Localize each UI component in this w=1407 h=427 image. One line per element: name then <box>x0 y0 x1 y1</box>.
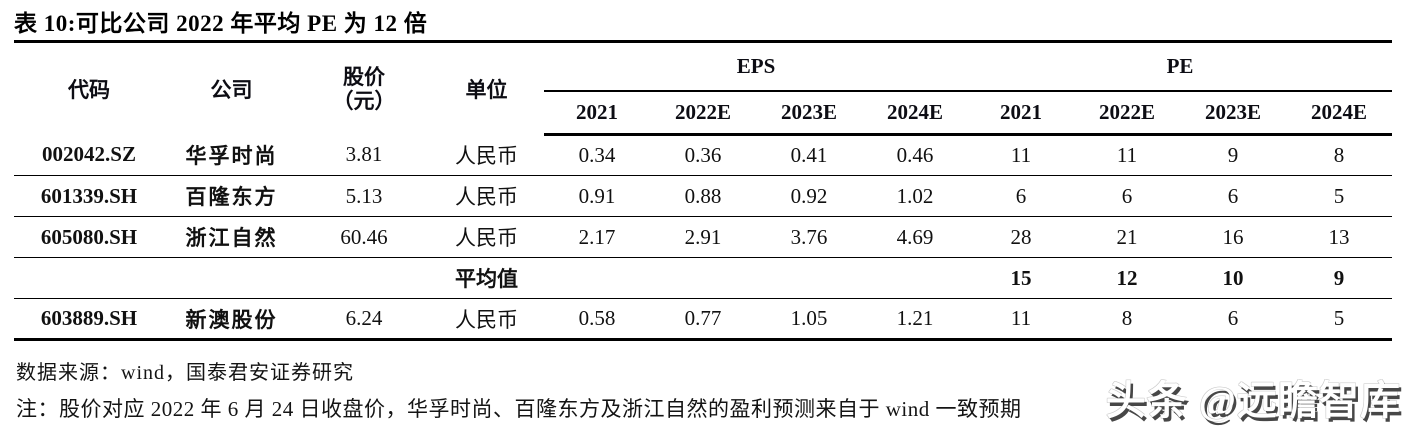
cell-company <box>164 257 299 299</box>
cell-unit: 人民币 <box>429 216 544 258</box>
cell-unit: 人民币 <box>429 298 544 341</box>
cell-pe-2021: 11 <box>968 134 1075 176</box>
cell-pe-2022e: 21 <box>1074 216 1181 258</box>
comparable-companies-table: 代码 公司 股价 （元） 单位 EPS PE 2021 2022E 2023E … <box>14 40 1393 341</box>
cell-code: 603889.SH <box>14 298 164 341</box>
cell-pe-2022e: 8 <box>1074 298 1181 341</box>
cell-pe-2021: 6 <box>968 175 1075 217</box>
col-header-unit: 单位 <box>465 77 508 102</box>
cell-eps-2022e <box>650 257 756 299</box>
pe-year-2023e: 2023E <box>1180 90 1287 136</box>
table-title: 表 10:可比公司 2022 年平均 PE 为 12 倍 <box>14 11 428 36</box>
cell-eps-2022e: 2.91 <box>650 216 756 258</box>
eps-year-2024e: 2024E <box>862 90 969 136</box>
cell-price <box>299 257 429 299</box>
cell-eps-2021: 0.34 <box>544 134 650 176</box>
cell-pe-2023e: 6 <box>1180 175 1287 217</box>
cell-company: 浙江自然 <box>164 216 299 258</box>
cell-pe-2023e: 10 <box>1180 257 1287 299</box>
cell-pe-2023e: 16 <box>1180 216 1287 258</box>
cell-company: 新澳股份 <box>164 298 299 341</box>
eps-year-2021: 2021 <box>544 90 650 136</box>
cell-pe-2024e: 5 <box>1286 298 1393 341</box>
cell-eps-2022e: 0.77 <box>650 298 756 341</box>
cell-pe-2021: 15 <box>968 257 1075 299</box>
cell-eps-2022e: 0.88 <box>650 175 756 217</box>
col-header-price-line1: 股价 <box>343 64 385 89</box>
cell-price: 60.46 <box>299 216 429 258</box>
cell-eps-2021: 0.91 <box>544 175 650 217</box>
data-source-text: 数据来源：wind，国泰君安证券研究 <box>16 362 354 384</box>
cell-pe-2024e: 13 <box>1286 216 1393 258</box>
col-header-price: 股价 （元） <box>299 42 429 135</box>
cell-eps-2024e: 0.46 <box>862 134 969 176</box>
cell-average-label: 平均值 <box>429 257 544 299</box>
cell-eps-2021: 0.58 <box>544 298 650 341</box>
header-group-row: 代码 公司 股价 （元） 单位 EPS PE <box>14 41 1393 113</box>
cell-code: 605080.SH <box>14 216 164 258</box>
cell-company: 华孚时尚 <box>164 134 299 176</box>
col-header-code: 代码 <box>68 77 110 102</box>
cell-eps-2024e <box>862 257 969 299</box>
header-year-row: 2021 2022E 2023E 2024E 2021 2022E 2023E … <box>14 90 1393 136</box>
cell-pe-2024e: 8 <box>1286 134 1393 176</box>
cell-eps-2023e: 1.05 <box>756 298 862 341</box>
pe-year-2022e: 2022E <box>1074 90 1181 136</box>
cell-price: 3.81 <box>299 134 429 176</box>
pe-year-2024e: 2024E <box>1286 90 1393 136</box>
table-row-xinao: 603889.SH 新澳股份 6.24 人民币 0.58 0.77 1.05 1… <box>14 298 1393 341</box>
cell-eps-2021: 2.17 <box>544 216 650 258</box>
cell-eps-2023e: 0.92 <box>756 175 862 217</box>
eps-year-2023e: 2023E <box>756 90 862 136</box>
cell-eps-2023e: 3.76 <box>756 216 862 258</box>
cell-pe-2024e: 5 <box>1286 175 1393 217</box>
cell-eps-2022e: 0.36 <box>650 134 756 176</box>
cell-pe-2023e: 9 <box>1180 134 1287 176</box>
cell-eps-2024e: 1.21 <box>862 298 969 341</box>
cell-eps-2023e: 0.41 <box>756 134 862 176</box>
cell-code <box>14 257 164 299</box>
col-group-pe: PE <box>968 41 1393 92</box>
cell-eps-2024e: 1.02 <box>862 175 969 217</box>
cell-pe-2022e: 12 <box>1074 257 1181 299</box>
col-group-eps: EPS <box>544 41 969 92</box>
eps-year-2022e: 2022E <box>650 90 756 136</box>
cell-code: 002042.SZ <box>14 134 164 176</box>
cell-price: 6.24 <box>299 298 429 341</box>
cell-price: 5.13 <box>299 175 429 217</box>
table-row-average: 平均值 15 12 10 9 <box>14 257 1393 299</box>
cell-eps-2021 <box>544 257 650 299</box>
col-header-price-line2: （元） <box>332 88 396 113</box>
cell-company: 百隆东方 <box>164 175 299 217</box>
cell-eps-2023e <box>756 257 862 299</box>
cell-pe-2022e: 6 <box>1074 175 1181 217</box>
cell-unit: 人民币 <box>429 134 544 176</box>
cell-eps-2024e: 4.69 <box>862 216 969 258</box>
cell-pe-2024e: 9 <box>1286 257 1393 299</box>
table-row-bailong: 601339.SH 百隆东方 5.13 人民币 0.91 0.88 0.92 1… <box>14 175 1393 217</box>
toutiao-watermark: 头条 @远瞻智库 <box>1105 378 1401 423</box>
cell-unit: 人民币 <box>429 175 544 217</box>
pe-year-2021: 2021 <box>968 90 1075 136</box>
footnote-text: 注：股价对应 2022 年 6 月 24 日收盘价，华孚时尚、百隆东方及浙江自然… <box>16 397 1022 421</box>
cell-pe-2023e: 6 <box>1180 298 1287 341</box>
cell-pe-2021: 28 <box>968 216 1075 258</box>
cell-code: 601339.SH <box>14 175 164 217</box>
col-header-company: 公司 <box>210 77 253 102</box>
table-row-huafu: 002042.SZ 华孚时尚 3.81 人民币 0.34 0.36 0.41 0… <box>14 134 1393 176</box>
cell-pe-2021: 11 <box>968 298 1075 341</box>
cell-pe-2022e: 11 <box>1074 134 1181 176</box>
table-row-zhejiang: 605080.SH 浙江自然 60.46 人民币 2.17 2.91 3.76 … <box>14 216 1393 258</box>
